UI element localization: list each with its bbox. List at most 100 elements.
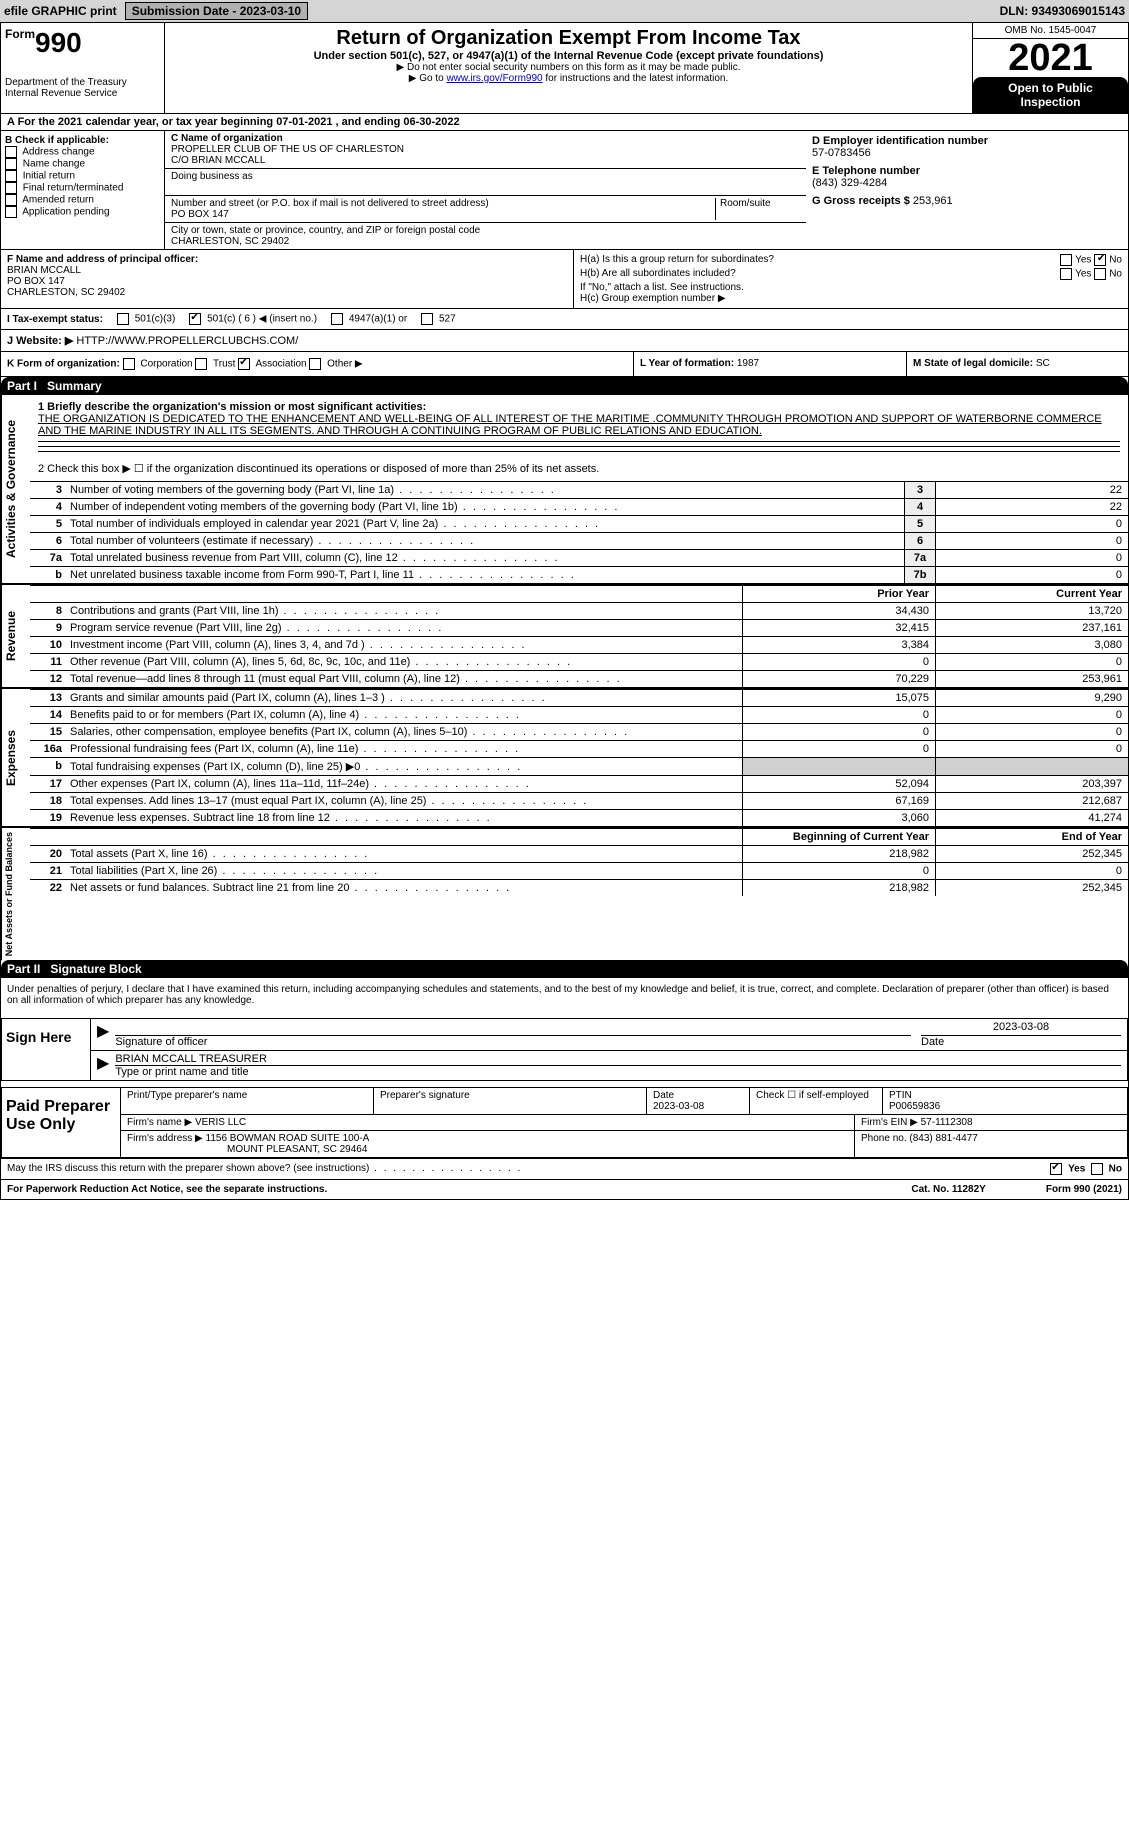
dba-lbl: Doing business as bbox=[171, 171, 253, 182]
tel-lbl: E Telephone number bbox=[812, 165, 920, 177]
principal-lbl: F Name and address of principal officer: bbox=[7, 254, 198, 265]
ha-yes-chk[interactable] bbox=[1060, 254, 1072, 266]
hb-yes-chk[interactable] bbox=[1060, 268, 1072, 280]
current-val: 203,397 bbox=[935, 776, 1128, 792]
current-val: 0 bbox=[935, 863, 1128, 879]
form-number: Form990 bbox=[5, 27, 160, 59]
row-num: 16a bbox=[30, 741, 66, 757]
row-num: 21 bbox=[30, 863, 66, 879]
pra-notice: For Paperwork Reduction Act Notice, see … bbox=[7, 1184, 911, 1195]
dln-label: DLN: 93493069015143 bbox=[1000, 4, 1125, 18]
chk-assoc[interactable] bbox=[238, 358, 250, 370]
row-num: 17 bbox=[30, 776, 66, 792]
chk-other[interactable] bbox=[309, 358, 321, 370]
tax-lbl: I Tax-exempt status: bbox=[7, 314, 103, 325]
hb-no-chk[interactable] bbox=[1094, 268, 1106, 280]
chk-corp[interactable] bbox=[123, 358, 135, 370]
chk-name[interactable] bbox=[5, 158, 17, 170]
header-left: Form990 Department of the Treasury Inter… bbox=[1, 23, 165, 113]
dba-block: Doing business as bbox=[165, 169, 806, 196]
chk-501c3[interactable] bbox=[117, 313, 129, 325]
side-expenses: Expenses bbox=[1, 689, 30, 826]
note2-post: for instructions and the latest informat… bbox=[543, 73, 729, 84]
sig-officer-lbl: Signature of officer bbox=[115, 1036, 207, 1048]
chk-501c[interactable] bbox=[189, 313, 201, 325]
table-row: 5 Total number of individuals employed i… bbox=[30, 515, 1128, 532]
top-bar: efile GRAPHIC print Submission Date - 20… bbox=[0, 0, 1129, 22]
part2-num: Part II bbox=[7, 962, 40, 976]
row-num: 3 bbox=[30, 482, 66, 498]
chk-final[interactable] bbox=[5, 182, 17, 194]
lbl-address-change: Address change bbox=[22, 147, 94, 158]
l-block: L Year of formation: 1987 bbox=[634, 352, 907, 376]
col-b-hdr: B Check if applicable: bbox=[5, 135, 109, 146]
lbl-final: Final return/terminated bbox=[23, 183, 124, 194]
hb-lbl: H(b) Are all subordinates included? bbox=[580, 268, 942, 280]
sign-here-table: Sign Here ▶ Signature of officer 2023-03… bbox=[1, 1018, 1128, 1081]
chk-4947[interactable] bbox=[331, 313, 343, 325]
chk-527[interactable] bbox=[421, 313, 433, 325]
phone-val: (843) 881-4477 bbox=[909, 1133, 977, 1144]
gross-val: 253,961 bbox=[913, 195, 953, 207]
prior-val: 0 bbox=[742, 741, 935, 757]
part1-header: Part I Summary bbox=[1, 377, 1128, 395]
row-num: 6 bbox=[30, 533, 66, 549]
block-bcd: B Check if applicable: Address change Na… bbox=[1, 131, 1128, 250]
discuss-no-chk[interactable] bbox=[1091, 1163, 1103, 1175]
note-ssn: ▶ Do not enter social security numbers o… bbox=[169, 62, 968, 73]
table-row: b Total fundraising expenses (Part IX, c… bbox=[30, 757, 1128, 775]
row-num: 19 bbox=[30, 810, 66, 826]
activities-block: Activities & Governance 1 Briefly descri… bbox=[1, 395, 1128, 583]
prior-val: 34,430 bbox=[742, 603, 935, 619]
chk-pending[interactable] bbox=[5, 206, 17, 218]
current-val: 0 bbox=[935, 724, 1128, 740]
table-row: b Net unrelated business taxable income … bbox=[30, 566, 1128, 583]
klm-row: K Form of organization: Corporation Trus… bbox=[1, 352, 1128, 377]
m-val: SC bbox=[1036, 358, 1050, 369]
net-header-row: Beginning of Current Year End of Year bbox=[30, 828, 1128, 845]
row-box: 7b bbox=[904, 567, 935, 583]
discuss-yes-chk[interactable] bbox=[1050, 1163, 1062, 1175]
note2-pre: ▶ Go to bbox=[409, 73, 447, 84]
prior-val bbox=[742, 758, 935, 775]
current-val: 0 bbox=[935, 707, 1128, 723]
chk-amended[interactable] bbox=[5, 194, 17, 206]
lbl-501c3: 501(c)(3) bbox=[135, 314, 176, 325]
part2-header: Part II Signature Block bbox=[1, 960, 1128, 978]
current-val: 212,687 bbox=[935, 793, 1128, 809]
prior-val: 218,982 bbox=[742, 880, 935, 896]
beg-year-hdr: Beginning of Current Year bbox=[742, 829, 935, 845]
submission-date-button[interactable]: Submission Date - 2023-03-10 bbox=[125, 2, 308, 20]
current-val: 237,161 bbox=[935, 620, 1128, 636]
current-val: 41,274 bbox=[935, 810, 1128, 826]
check-self: Check ☐ if self-employed bbox=[750, 1088, 883, 1114]
table-row: 4 Number of independent voting members o… bbox=[30, 498, 1128, 515]
irs-link[interactable]: www.irs.gov/Form990 bbox=[446, 73, 542, 84]
chk-address[interactable] bbox=[5, 146, 17, 158]
side-net: Net Assets or Fund Balances bbox=[1, 828, 30, 960]
form-title: Return of Organization Exempt From Incom… bbox=[169, 27, 968, 50]
row-text: Salaries, other compensation, employee b… bbox=[66, 724, 742, 740]
row-val: 22 bbox=[935, 482, 1128, 498]
chk-initial[interactable] bbox=[5, 170, 17, 182]
table-row: 11 Other revenue (Part VIII, column (A),… bbox=[30, 653, 1128, 670]
org-name-block: C Name of organization PROPELLER CLUB OF… bbox=[165, 131, 806, 169]
prior-val: 67,169 bbox=[742, 793, 935, 809]
principal-name: BRIAN MCCALL bbox=[7, 265, 81, 276]
hc-lbl: H(c) Group exemption number ▶ bbox=[580, 293, 1122, 304]
discuss-yes: Yes bbox=[1068, 1164, 1085, 1175]
table-row: 20 Total assets (Part X, line 16) 218,98… bbox=[30, 845, 1128, 862]
note-link: ▶ Go to www.irs.gov/Form990 for instruct… bbox=[169, 73, 968, 84]
principal-addr1: PO BOX 147 bbox=[7, 276, 65, 287]
form-word: Form bbox=[5, 27, 35, 41]
current-val: 0 bbox=[935, 741, 1128, 757]
row-text: Net unrelated business taxable income fr… bbox=[66, 567, 904, 583]
discuss-row: May the IRS discuss this return with the… bbox=[1, 1158, 1128, 1179]
footer-row: For Paperwork Reduction Act Notice, see … bbox=[1, 1179, 1128, 1199]
ha-no-chk[interactable] bbox=[1094, 254, 1106, 266]
table-row: 14 Benefits paid to or for members (Part… bbox=[30, 706, 1128, 723]
chk-trust[interactable] bbox=[195, 358, 207, 370]
tax-status-row: I Tax-exempt status: 501(c)(3) 501(c) ( … bbox=[1, 309, 1128, 330]
table-row: 6 Total number of volunteers (estimate i… bbox=[30, 532, 1128, 549]
row-text: Other expenses (Part IX, column (A), lin… bbox=[66, 776, 742, 792]
